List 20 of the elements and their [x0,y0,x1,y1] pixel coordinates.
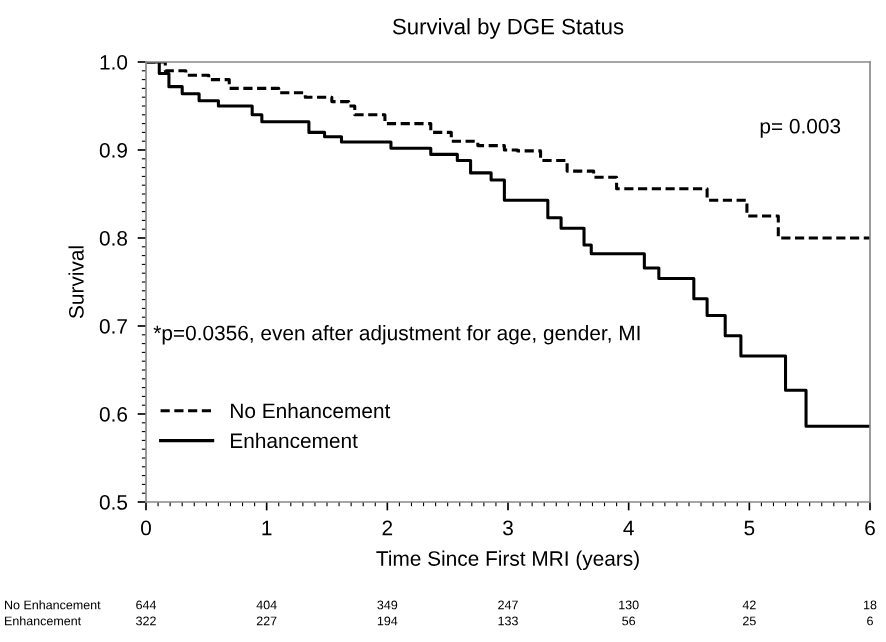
y-tick-label: 0.8 [99,231,128,246]
x-tick-label: 0 [141,520,151,536]
chart-title: Survival by DGE Status [392,18,624,39]
x-axis-title: Time Since First MRI (years) [376,550,639,571]
annotation: *p=0.0356, even after adjustment for age, gender, MI [153,325,640,345]
x-tick-label: 6 [865,520,875,536]
x-tick-label: 1 [262,520,272,536]
x-tick-label: 4 [623,520,634,536]
y-tick-label: 0.6 [99,407,128,422]
legend-label: No Enhancement [231,402,391,419]
x-tick-label: 3 [503,520,513,536]
y-tick-label: 0.7 [99,319,127,334]
legend-label: Enhancement [231,432,358,449]
annotation: p= 0.003 [760,118,841,138]
y-axis-title: Survival [68,246,84,319]
y-tick-label: 0.5 [99,495,128,510]
y-tick-label: 1.0 [100,55,128,70]
y-tick-label: 0.9 [99,143,127,158]
x-tick-label: 5 [744,520,755,536]
x-tick-label: 2 [382,520,393,536]
